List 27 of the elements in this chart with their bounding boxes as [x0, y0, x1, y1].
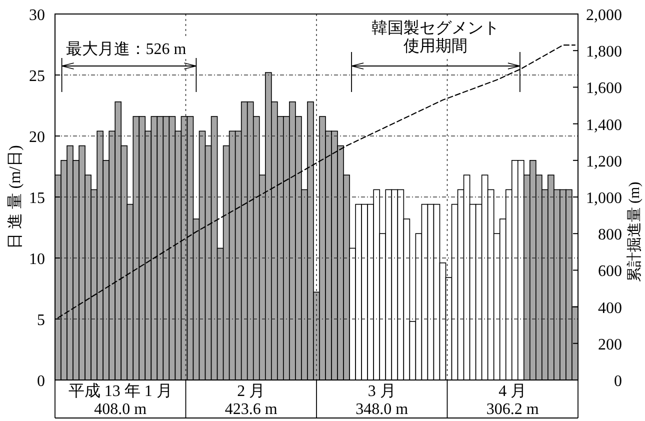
y-tick-label: 10	[29, 251, 45, 268]
y2-axis-title: 累計掘進量 (m)	[626, 182, 643, 282]
y2-tick-label: 1,200	[586, 153, 622, 170]
y2-tick-label: 400	[598, 300, 622, 317]
y2-tick-label: 200	[598, 336, 622, 354]
y2-tick-label: 0	[614, 373, 622, 390]
y2-tick-label: 1,400	[586, 116, 622, 134]
y2-tick-label: 1,800	[586, 44, 622, 61]
y-tick-label: 5	[37, 312, 45, 329]
annotation: 最大月進：526 m	[66, 40, 187, 58]
y-tick-label: 20	[29, 129, 45, 146]
y2-tick-label: 1,600	[586, 80, 622, 98]
text: 3 月 348.0 m	[356, 383, 409, 418]
text: 平成 13 年 1 月 408.0 m	[68, 382, 172, 418]
annotation: 韓国製セグメント	[372, 19, 500, 37]
y-tick-label: 0	[37, 373, 45, 390]
y-tick-label: 30	[29, 7, 45, 24]
y-axis-title: 日 進 量 (m/日)	[7, 145, 24, 249]
y-tick-label: 25	[29, 68, 45, 85]
y-tick-label: 15	[29, 190, 45, 207]
text: 4 月 306.2 m	[486, 383, 540, 418]
annotation: 使用期間	[404, 37, 468, 55]
y2-tick-label: 800	[598, 226, 622, 244]
text: 2 月 423.6 m	[224, 383, 278, 418]
y2-tick-label: 600	[598, 263, 622, 280]
y2-tick-label: 2,000	[586, 7, 622, 24]
y2-tick-label: 1,000	[586, 190, 622, 207]
